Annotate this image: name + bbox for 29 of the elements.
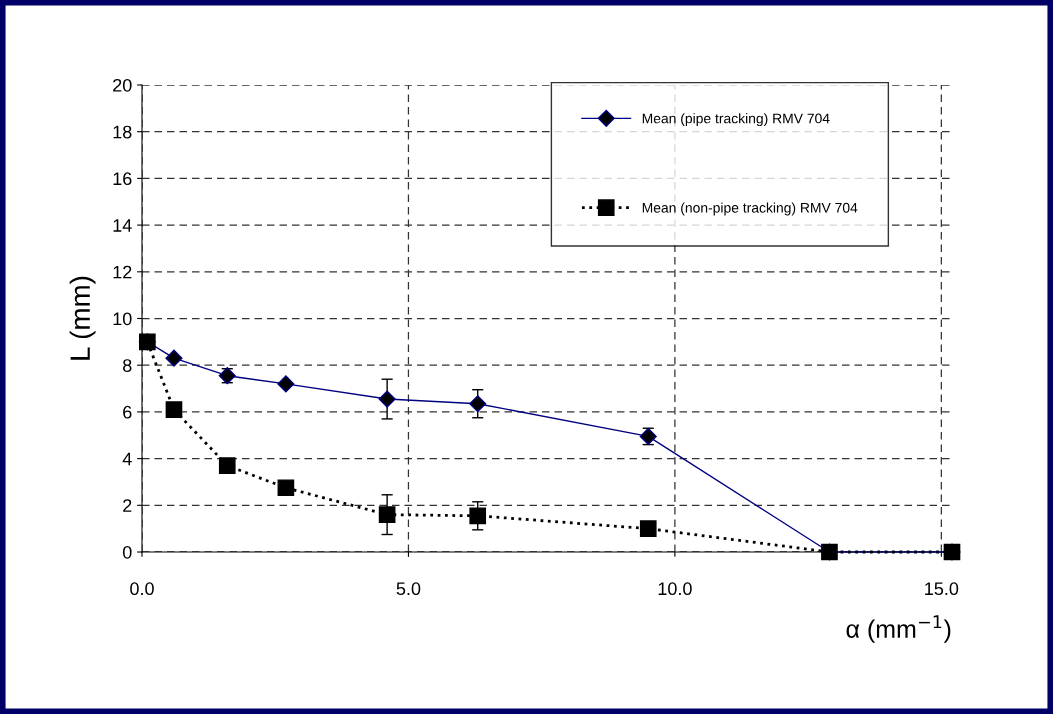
point xyxy=(469,507,487,525)
point xyxy=(277,375,295,393)
y-tick-label: 6 xyxy=(123,405,132,419)
point xyxy=(165,349,183,367)
point xyxy=(277,479,295,497)
y-tick-label: 0 xyxy=(122,545,132,559)
y-tick-label: 18 xyxy=(113,125,132,139)
y-tick-label: 16 xyxy=(113,172,132,186)
x-tick-label: 10.0 xyxy=(658,582,692,596)
y-tick-label: 12 xyxy=(113,265,132,279)
point xyxy=(378,506,396,523)
legend-label: Mean (pipe tracking) RMV 704 xyxy=(642,113,830,127)
y-tick-label: 4 xyxy=(122,452,132,466)
y-tick-label: 8 xyxy=(123,359,132,372)
point xyxy=(165,401,183,418)
legend-label: Mean (non-pipe tracking) RMV 704 xyxy=(642,202,858,216)
x-axis-title: α (mm$^{−1}$) xyxy=(846,615,951,643)
point xyxy=(639,520,657,537)
y-axis-title: L (mm) xyxy=(69,276,96,360)
y-tick-label: 20 xyxy=(113,78,132,92)
x-tick-label: 0.0 xyxy=(130,582,154,596)
y-tick-label: 2 xyxy=(123,499,132,512)
point xyxy=(218,457,236,474)
x-tick-label: 5.0 xyxy=(396,582,421,596)
point xyxy=(378,390,396,408)
x-tick-label: 15.0 xyxy=(925,582,959,596)
y-tick-label: 14 xyxy=(113,219,132,232)
point xyxy=(469,395,487,413)
y-tick-label: 10 xyxy=(113,312,132,326)
